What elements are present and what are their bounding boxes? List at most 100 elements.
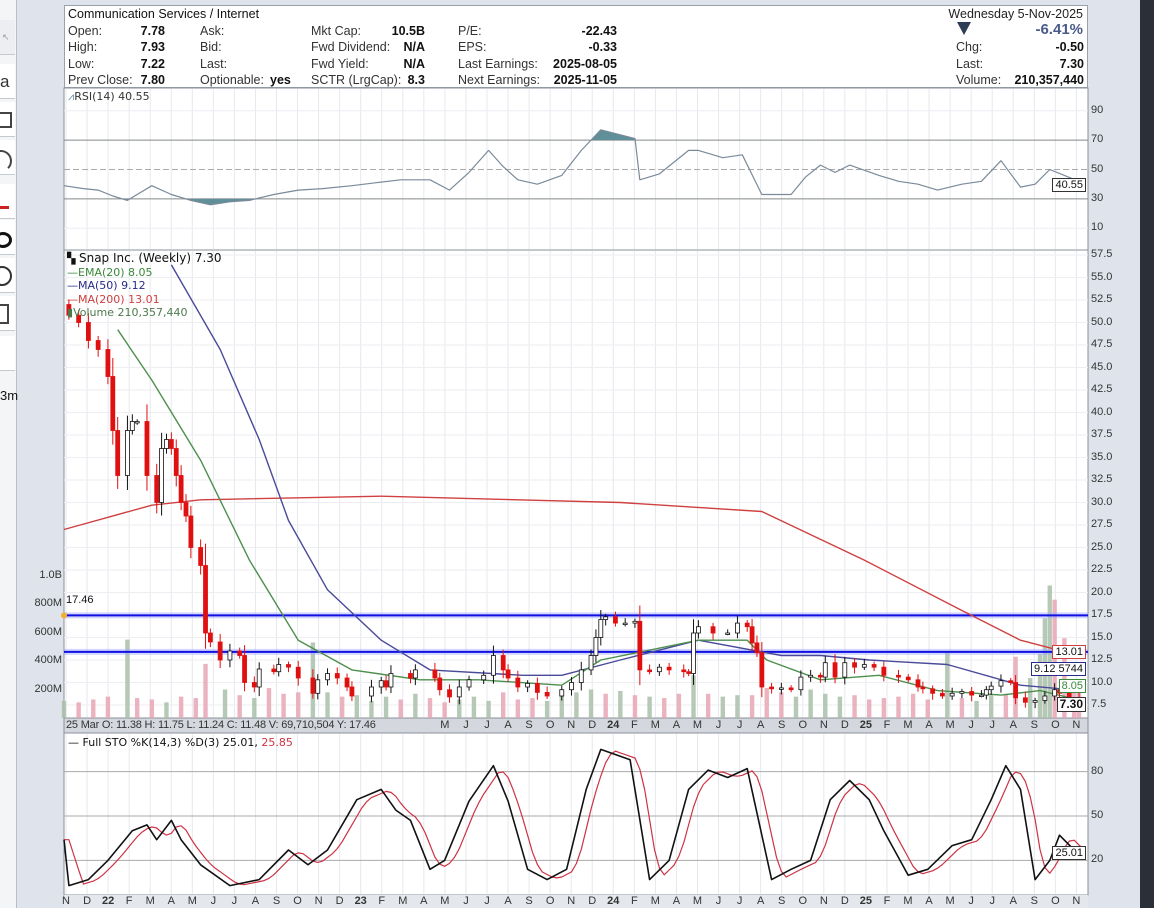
- candle-up: [691, 632, 696, 674]
- volume-bar: [252, 698, 257, 718]
- toolbar-cursor-button[interactable]: ↖: [0, 20, 15, 55]
- candle-down: [154, 475, 160, 503]
- candle-up: [491, 655, 496, 676]
- bottom-month-label: M: [945, 895, 955, 907]
- bottom-month-label: J: [210, 895, 217, 907]
- candle-down: [818, 674, 823, 678]
- volume-bar: [471, 696, 477, 718]
- volume-bar: [793, 696, 799, 718]
- candle-up: [861, 664, 867, 668]
- candle-up: [578, 669, 584, 683]
- top-month-label: J: [736, 719, 743, 731]
- top-month-label: S: [778, 719, 786, 731]
- candle-down: [183, 502, 189, 517]
- volume-axis-tick: 800M: [34, 597, 62, 609]
- toolbar-eye-button[interactable]: [0, 220, 15, 255]
- bottom-month-label: M: [903, 895, 913, 907]
- col3-value: 8.3: [407, 73, 425, 87]
- candle-down: [788, 687, 794, 691]
- price-axis-tick: 47.5: [1091, 338, 1113, 350]
- candle-down: [505, 669, 511, 679]
- toolbar-delete-button[interactable]: [0, 296, 15, 331]
- candle-up: [588, 655, 594, 671]
- level-anchor-handle[interactable]: [61, 612, 67, 619]
- volume-bar: [1037, 653, 1043, 718]
- volume-bar: [764, 688, 769, 718]
- candle-down: [188, 515, 194, 548]
- candle-down: [881, 666, 887, 676]
- candle-up: [598, 619, 604, 638]
- volume-bar: [662, 698, 667, 718]
- toolbar-copy-button[interactable]: [0, 258, 15, 293]
- col1-value: 7.78: [140, 23, 165, 38]
- price-axis-tick: 57.5: [1091, 248, 1113, 260]
- volume-bar: [974, 700, 979, 718]
- col5-value: 7.30: [1059, 56, 1084, 71]
- candle-up: [456, 686, 462, 698]
- bottom-month-label: A: [251, 895, 260, 907]
- candle-down: [686, 671, 692, 674]
- bottom-month-label: A: [1009, 895, 1017, 907]
- volume-bar: [959, 698, 965, 718]
- ma50-line: [170, 264, 1080, 692]
- volume-bar: [881, 698, 887, 718]
- candle-up: [808, 674, 814, 678]
- toolbar-fib-button[interactable]: [0, 140, 15, 175]
- candle-up: [656, 666, 662, 673]
- volume-bar: [193, 698, 198, 718]
- volume-bar: [91, 699, 96, 718]
- top-month-label: A: [1009, 719, 1017, 731]
- trendline-icon: [0, 206, 9, 209]
- bottom-month-label: S: [272, 895, 281, 907]
- volume-bar: [989, 695, 994, 718]
- legend-ema-text: EMA(20) 8.05: [78, 265, 153, 279]
- ema20-line: [117, 329, 1080, 701]
- col3-label: Mkt Cap:: [311, 23, 362, 38]
- toolbar-trendline-button[interactable]: [0, 184, 15, 219]
- window-edge: [1140, 0, 1154, 908]
- candle-down: [940, 692, 945, 697]
- volume-bar: [457, 699, 462, 718]
- price-axis-tick: 42.5: [1091, 383, 1113, 395]
- volume-bar: [544, 700, 550, 718]
- top-month-label: N: [819, 719, 828, 731]
- volume-bar: [1028, 678, 1033, 718]
- volume-bar: [76, 702, 81, 718]
- industry-label: Communication Services / Internet: [68, 7, 260, 21]
- top-month-label: J: [968, 719, 974, 731]
- col4-value: 2025-08-05: [553, 56, 617, 71]
- volume-bar: [705, 693, 711, 718]
- volume-bar: [779, 692, 784, 718]
- volume-bar: [383, 696, 389, 718]
- bottom-month-label: N: [567, 895, 576, 907]
- bottom-month-label: J: [715, 895, 722, 907]
- top-month-label: J: [463, 719, 469, 731]
- bottom-month-label: O: [798, 895, 808, 907]
- period-3m-label[interactable]: 3m: [0, 388, 19, 403]
- price-axis-tick: 35.0: [1091, 450, 1113, 463]
- volume-bar: [945, 652, 950, 718]
- bottom-month-label: J: [968, 895, 974, 907]
- candle-up: [778, 687, 784, 690]
- toolbar-blank-button[interactable]: [0, 336, 15, 371]
- candle-up: [164, 439, 169, 449]
- col5-label: Last:: [956, 56, 984, 71]
- candle-down: [66, 304, 72, 316]
- rsi-axis-tick: 10: [1091, 221, 1104, 234]
- candle-up: [525, 683, 530, 688]
- rsi-legend-text: RSI(14) 40.55: [74, 90, 150, 103]
- candle-up: [959, 691, 965, 694]
- col5-value: -0.50: [1055, 40, 1085, 54]
- candle-up: [227, 650, 233, 661]
- volume-bar: [125, 639, 130, 718]
- legend-ma200: —MA(200) 13.01: [67, 293, 222, 307]
- percent-change: -6.41%: [1035, 21, 1083, 38]
- toolbar-text-button[interactable]: a: [0, 64, 15, 99]
- volume-bar: [296, 692, 301, 718]
- toolbar-shape-button[interactable]: [0, 102, 15, 137]
- bottom-month-label: D: [335, 895, 344, 907]
- candle-down: [769, 686, 774, 690]
- candle-down: [242, 655, 247, 683]
- volume-bar: [837, 696, 843, 718]
